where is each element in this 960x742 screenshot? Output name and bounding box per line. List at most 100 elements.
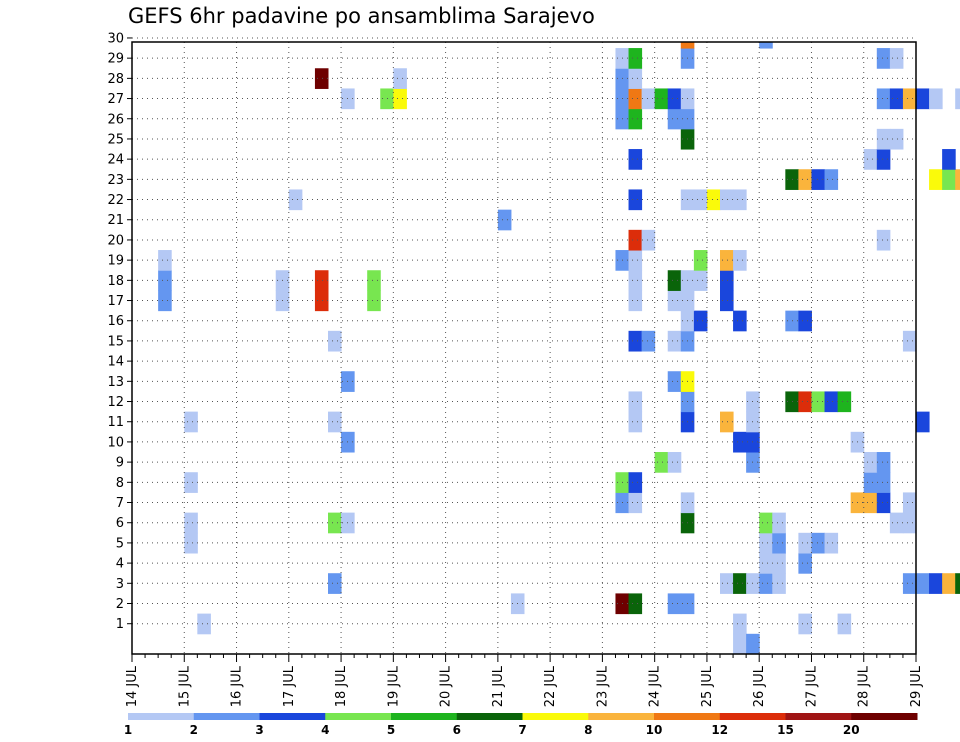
heatmap-cell [759, 42, 773, 49]
x-axis: 14 JUL 15 JUL 16 JUL 17 JUL 18 JUL 19 JUL 20 J… [125, 654, 924, 707]
heatmap-cell [328, 330, 342, 352]
heatmap-cell [720, 189, 734, 211]
y-tick-label: 29 [107, 52, 124, 67]
y-tick-label: 9 [116, 456, 124, 471]
heatmap-cell [772, 512, 786, 534]
heatmap-cell [184, 411, 198, 433]
heatmap-cell [197, 613, 211, 635]
heatmap-cell [641, 88, 656, 110]
heatmap-cell [929, 169, 943, 190]
heatmap-cell [720, 250, 734, 271]
heatmap-cell [628, 189, 643, 211]
heatmap-cell [772, 532, 786, 554]
colorbar-label: 5 [387, 723, 395, 737]
heatmap-cell [393, 68, 407, 89]
x-tick-label: 22 JUL [543, 665, 558, 707]
heatmap-cell [929, 88, 943, 110]
heatmap-cell [654, 452, 669, 473]
colorbar-label: 7 [518, 723, 526, 737]
y-tick-label: 20 [107, 233, 124, 248]
heatmap-cell [641, 229, 656, 251]
y-tick-label: 1 [116, 617, 124, 632]
heatmap-cell [667, 371, 682, 392]
heatmap-cell [798, 310, 812, 332]
heatmap-cell [328, 512, 342, 534]
colorbar-label: 3 [255, 723, 263, 737]
heatmap-cell [876, 229, 891, 251]
x-tick-label: 17 JUL [282, 665, 297, 707]
colorbar-swatch [391, 713, 458, 720]
heatmap-cell [667, 88, 682, 110]
heatmap-cell [824, 169, 839, 190]
heatmap-cell [942, 573, 956, 594]
y-tick-label: 3 [116, 577, 124, 592]
y-tick-label: 14 [107, 355, 124, 370]
heatmap-cell [367, 270, 381, 291]
y-tick-label: 15 [107, 334, 124, 349]
heatmap-cell [628, 88, 643, 110]
colorbar-label: 1 [124, 723, 132, 737]
heatmap-cell [693, 310, 708, 332]
x-tick-label: 27 JUL [804, 665, 819, 707]
colorbar-swatch [654, 713, 721, 720]
colorbar-swatch [719, 713, 786, 720]
x-tick-label: 21 JUL [491, 665, 506, 707]
heatmap-cell [328, 573, 342, 594]
y-tick-label: 6 [116, 516, 124, 531]
y-tick-label: 24 [107, 153, 124, 168]
colorbar-label: 10 [646, 723, 663, 737]
x-tick-label: 24 JUL [648, 665, 663, 707]
heatmap-cell [863, 492, 878, 514]
colorbar: 1 2 3 4 5 6 7 8 10 12 15 20 [124, 713, 918, 737]
heatmap-cell [367, 290, 381, 312]
colorbar-swatch [785, 713, 852, 720]
heatmap-cell [772, 553, 786, 574]
y-tick-label: 16 [107, 314, 124, 329]
heatmap-cell [314, 68, 329, 89]
colorbar-swatch [851, 713, 918, 720]
heatmap-cell [955, 88, 960, 110]
heatmap-cell [667, 452, 682, 473]
heatmap-cell [628, 330, 643, 352]
heatmap-cell [628, 270, 643, 291]
heatmap-cell [733, 250, 747, 271]
x-tick-label: 29 JUL [909, 665, 924, 707]
colorbar-label: 12 [711, 723, 728, 737]
heatmap-cell [863, 472, 878, 493]
heatmap-cell [628, 411, 643, 433]
heatmap-cell [811, 532, 826, 554]
y-tick-label: 30 [107, 31, 124, 46]
colorbar-label: 4 [321, 723, 329, 737]
heatmap-cell [314, 290, 329, 312]
y-tick-label: 10 [107, 435, 124, 450]
heatmap-cell [889, 512, 904, 534]
heatmap-cells [158, 42, 960, 655]
x-tick-label: 23 JUL [595, 665, 610, 707]
heatmap-cell [955, 169, 960, 190]
y-tick-label: 23 [107, 173, 124, 188]
grid-lines [132, 37, 916, 654]
y-tick-label: 27 [107, 92, 124, 107]
heatmap-cell [955, 573, 960, 594]
y-tick-label: 19 [107, 254, 124, 269]
heatmap-cell [902, 88, 917, 110]
heatmap-cell [628, 391, 643, 413]
heatmap-cell [733, 189, 747, 211]
heatmap-cell [942, 169, 956, 190]
heatmap-cell [876, 48, 891, 69]
heatmap-cell [837, 613, 852, 635]
heatmap-cell [837, 391, 852, 413]
heatmap-cell [328, 411, 342, 433]
colorbar-swatch [588, 713, 655, 720]
y-tick-label: 2 [116, 597, 124, 612]
heatmap-cell [811, 169, 826, 190]
heatmap-cell [916, 411, 930, 433]
heatmap-cell [654, 88, 669, 110]
y-tick-label: 17 [107, 294, 124, 309]
x-tick-label: 28 JUL [857, 665, 872, 707]
heatmap-cell [824, 391, 839, 413]
colorbar-label: 6 [453, 723, 461, 737]
heatmap-cell [759, 573, 773, 594]
heatmap-cell [798, 391, 812, 413]
